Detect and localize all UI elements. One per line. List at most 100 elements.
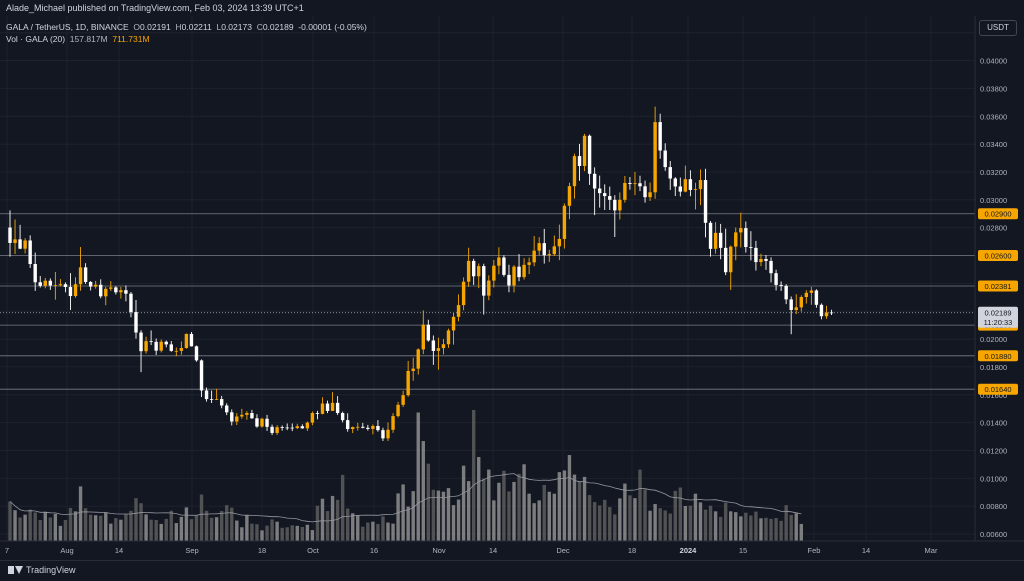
volume-bar bbox=[376, 523, 380, 541]
candle-body bbox=[824, 312, 829, 317]
candle bbox=[567, 182, 572, 220]
volume-bar bbox=[330, 495, 335, 541]
candle-body bbox=[184, 333, 189, 348]
volume-bar bbox=[618, 498, 622, 541]
volume-bar bbox=[225, 505, 229, 541]
candle bbox=[219, 395, 224, 409]
volume-bar bbox=[603, 499, 607, 541]
volume-label[interactable]: Vol · GALA (20) bbox=[6, 34, 66, 44]
candle bbox=[63, 282, 68, 293]
y-tick-label: 0.04000 bbox=[980, 57, 1007, 66]
candles bbox=[8, 106, 834, 442]
volume-bar bbox=[562, 470, 567, 541]
candle bbox=[159, 339, 163, 353]
candle bbox=[230, 409, 234, 426]
volume-bar bbox=[678, 487, 683, 541]
volume-bar bbox=[235, 520, 239, 541]
candle-body bbox=[608, 196, 612, 200]
candle bbox=[507, 264, 511, 293]
volume-bar bbox=[290, 525, 294, 541]
volume-bar bbox=[693, 493, 698, 541]
candle-body bbox=[13, 239, 17, 243]
candle-body bbox=[99, 284, 103, 297]
candle-body bbox=[119, 290, 123, 293]
currency-button[interactable]: USDT bbox=[979, 20, 1017, 36]
volume-bar bbox=[794, 513, 798, 541]
price-axis bbox=[0, 16, 1024, 561]
candle-body bbox=[230, 412, 234, 422]
candle bbox=[18, 224, 22, 250]
volume-bar bbox=[552, 493, 557, 541]
volume-bar bbox=[13, 510, 17, 541]
volume-bar bbox=[230, 507, 234, 541]
candle-body bbox=[592, 173, 597, 189]
candle-body bbox=[754, 247, 758, 263]
volume-bar bbox=[466, 481, 471, 541]
candle-body bbox=[537, 243, 541, 251]
high-value: 0.02211 bbox=[181, 22, 212, 32]
candle-body bbox=[401, 395, 405, 405]
candle-body bbox=[673, 178, 677, 187]
x-tick-label: 14 bbox=[489, 546, 497, 555]
candle-body bbox=[320, 403, 325, 414]
volume-bar bbox=[139, 503, 143, 541]
tradingview-logo[interactable]: TradingView bbox=[8, 565, 76, 575]
y-tick-label: 0.03600 bbox=[980, 112, 1007, 121]
volume-bar bbox=[542, 485, 546, 541]
candle bbox=[587, 134, 592, 185]
volume-bar bbox=[769, 518, 773, 541]
candle-body bbox=[557, 238, 562, 247]
candle-body bbox=[597, 188, 602, 194]
candle bbox=[492, 259, 496, 288]
candle-body bbox=[779, 284, 783, 286]
volume-bar bbox=[194, 515, 199, 541]
volume-bar bbox=[431, 489, 436, 541]
candle-body bbox=[618, 199, 622, 211]
symbol-title[interactable]: GALA / TetherUS, 1D, BINANCE bbox=[6, 22, 129, 32]
candle bbox=[477, 263, 481, 289]
volume-bar bbox=[68, 507, 73, 541]
volume-bar bbox=[451, 505, 456, 541]
candle-body bbox=[124, 290, 128, 294]
volume-bar bbox=[119, 519, 123, 541]
volume-bar bbox=[502, 470, 506, 541]
volume-ma-line bbox=[9, 473, 802, 523]
volume-bar bbox=[597, 505, 602, 541]
volume-value: 711.731M bbox=[112, 34, 150, 44]
candle-body bbox=[643, 186, 647, 198]
volume-bar bbox=[512, 481, 516, 541]
candle-body bbox=[78, 267, 83, 285]
candle bbox=[209, 390, 214, 403]
candle bbox=[386, 422, 390, 442]
candle-body bbox=[109, 287, 113, 289]
candle-body bbox=[638, 183, 642, 187]
candle bbox=[23, 238, 27, 254]
last-price-label-bg bbox=[978, 306, 1018, 328]
grid bbox=[0, 16, 975, 541]
volume-bar bbox=[668, 513, 672, 541]
candle bbox=[43, 277, 47, 289]
open-label: O bbox=[133, 22, 141, 32]
candle-body bbox=[275, 427, 279, 433]
candle bbox=[532, 236, 536, 267]
volume-bar bbox=[547, 491, 551, 541]
candle bbox=[83, 263, 88, 284]
candle-body bbox=[587, 135, 592, 174]
candle bbox=[199, 359, 204, 398]
candle bbox=[542, 228, 546, 264]
level-price-label: 0.01640 bbox=[984, 385, 1011, 394]
x-tick-label: 2024 bbox=[680, 546, 698, 555]
volume-bar bbox=[487, 469, 491, 541]
candle bbox=[522, 258, 526, 280]
candle bbox=[250, 409, 254, 419]
candle bbox=[789, 296, 793, 335]
volume-bar bbox=[608, 507, 612, 541]
y-tick-label: 0.03800 bbox=[980, 84, 1007, 93]
footer: TradingView bbox=[0, 560, 1024, 581]
candle bbox=[497, 247, 501, 275]
x-tick-label: Sep bbox=[185, 546, 198, 555]
volume-bar bbox=[421, 441, 425, 541]
x-tick-label: Dec bbox=[556, 546, 570, 555]
x-tick-label: 14 bbox=[115, 546, 123, 555]
